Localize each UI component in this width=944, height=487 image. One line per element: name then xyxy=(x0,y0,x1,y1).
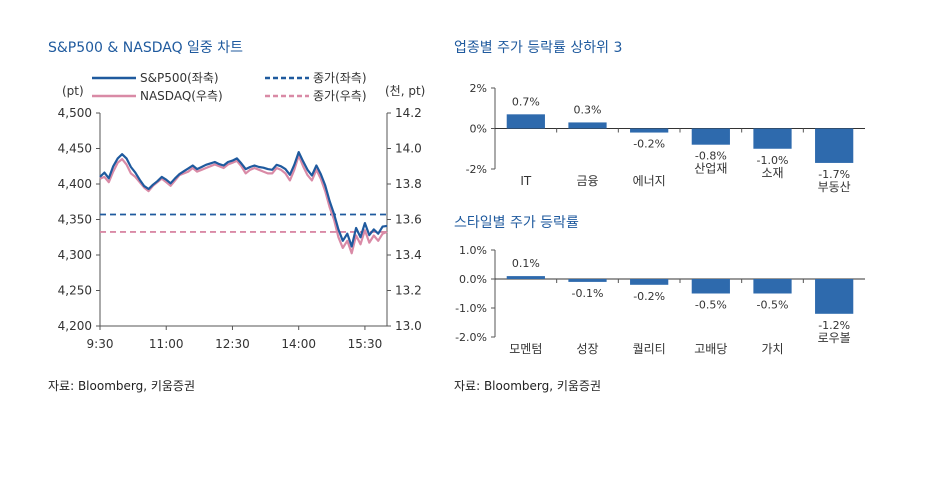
style-bar xyxy=(506,276,545,279)
style-value-label: 0.1% xyxy=(512,257,540,270)
sector-category-label: 소재 xyxy=(761,166,783,180)
sector-value-label: -0.8% xyxy=(695,150,727,163)
x-tick-label: 15:30 xyxy=(348,337,383,351)
style-category-label: 모멘텀 xyxy=(509,342,542,356)
right-tick-label: 13.8 xyxy=(395,177,422,191)
sector-bar xyxy=(753,128,792,149)
left-tick-label: 4,200 xyxy=(58,319,92,333)
style-bar xyxy=(815,279,854,314)
style-bar xyxy=(568,279,607,282)
style-bar xyxy=(630,279,669,285)
style-bar xyxy=(753,279,792,294)
left-tick-label: 4,500 xyxy=(58,106,92,120)
style-value-label: -0.5% xyxy=(695,299,727,312)
style-chart-source: 자료: Bloomberg, 키움증권 xyxy=(454,379,602,393)
style-value-label: -0.2% xyxy=(633,290,665,303)
legend-sp500-close-label: 종가(좌측) xyxy=(313,71,367,85)
sector-value-label: -1.0% xyxy=(757,154,789,167)
right-tick-label: 14.0 xyxy=(395,142,422,156)
right-tick-label: 13.2 xyxy=(395,284,422,298)
style-tick-label: 1.0% xyxy=(459,244,487,257)
right-tick-label: 13.6 xyxy=(395,213,422,227)
sp500-series-line xyxy=(99,151,388,248)
line-chart-title: S&P500 & NASDAQ 일중 차트 xyxy=(48,40,244,56)
x-tick-label: 9:30 xyxy=(87,337,114,351)
style-tick-label: -1.0% xyxy=(455,302,487,315)
sector-bar xyxy=(815,128,854,163)
left-tick-label: 4,250 xyxy=(58,284,92,298)
nasdaq-series-line xyxy=(99,154,388,255)
sector-bar xyxy=(568,122,607,129)
style-category-label: 퀄리티 xyxy=(633,342,666,356)
x-tick-label: 14:00 xyxy=(281,337,316,351)
sector-bar xyxy=(506,114,545,129)
right-axis-unit: (천, pt) xyxy=(385,83,425,98)
sector-category-label: 부동산 xyxy=(818,180,851,194)
legend-nasdaq-label: NASDAQ(우측) xyxy=(140,89,223,103)
sector-category-label: 금융 xyxy=(576,174,598,188)
sector-value-label: -0.2% xyxy=(633,138,665,151)
style-category-label: 가치 xyxy=(761,342,783,356)
style-category-label: 성장 xyxy=(576,342,598,356)
sector-chart-title: 업종별 주가 등락률 상하위 3 xyxy=(454,40,623,56)
sector-category-label: IT xyxy=(520,174,532,188)
line-chart-source: 자료: Bloomberg, 키움증권 xyxy=(48,379,196,393)
sector-value-label: 0.3% xyxy=(574,103,602,116)
left-tick-label: 4,450 xyxy=(58,142,92,156)
left-tick-label: 4,300 xyxy=(58,248,92,262)
sector-value-label: -1.7% xyxy=(818,168,850,181)
style-value-label: -0.5% xyxy=(757,299,789,312)
sector-bar xyxy=(691,128,730,145)
style-value-label: -0.1% xyxy=(572,287,604,300)
left-axis-unit: (pt) xyxy=(62,84,84,98)
legend-sp500-label: S&P500(좌축) xyxy=(140,71,219,85)
x-tick-label: 11:00 xyxy=(149,337,184,351)
sector-tick-label: -2% xyxy=(466,163,487,176)
sector-category-label: 산업재 xyxy=(694,162,727,176)
right-tick-label: 14.2 xyxy=(395,106,422,120)
style-value-label: -1.2% xyxy=(818,319,850,332)
style-bar xyxy=(691,279,730,294)
style-tick-label: -2.0% xyxy=(455,331,487,344)
style-tick-label: 0.0% xyxy=(459,273,487,286)
x-tick-label: 12:30 xyxy=(215,337,250,351)
style-chart-title: 스타일별 주가 등락률 xyxy=(454,215,579,231)
left-tick-label: 4,400 xyxy=(58,177,92,191)
right-tick-label: 13.0 xyxy=(395,319,422,333)
style-category-label: 로우볼 xyxy=(818,331,851,345)
sector-value-label: 0.7% xyxy=(512,95,540,108)
left-tick-label: 4,350 xyxy=(58,213,92,227)
sector-bar xyxy=(630,128,669,133)
sector-category-label: 에너지 xyxy=(633,174,666,188)
sector-tick-label: 2% xyxy=(470,82,487,95)
legend-nasdaq-close-label: 종가(우측) xyxy=(313,89,367,103)
sector-tick-label: 0% xyxy=(470,123,487,136)
style-category-label: 고배당 xyxy=(694,342,727,356)
right-tick-label: 13.4 xyxy=(395,248,422,262)
